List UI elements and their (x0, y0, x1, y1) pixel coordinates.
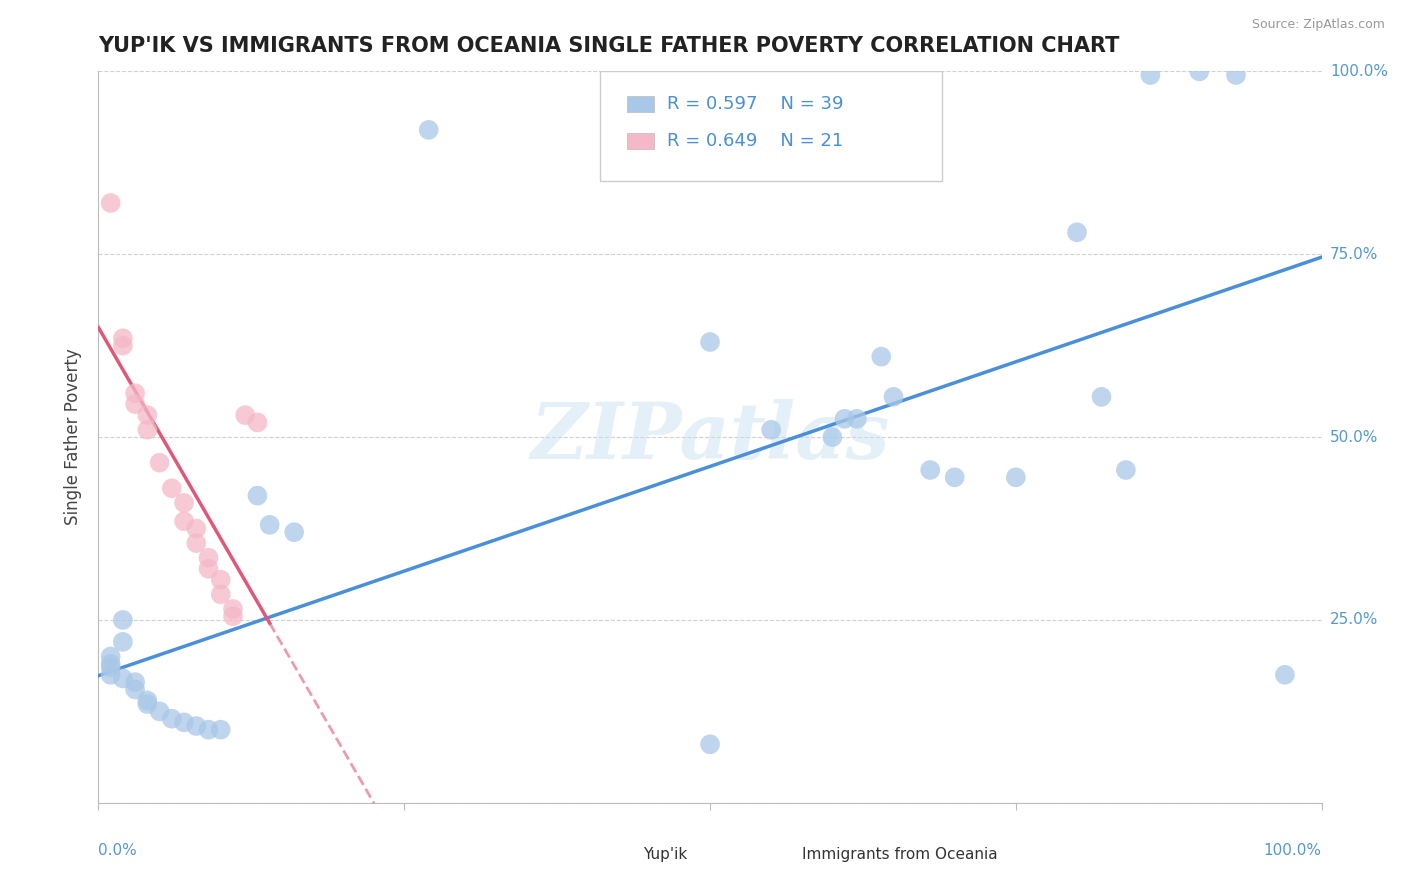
Point (222, 609, 245, 624)
Point (1004, 470, 1026, 484)
Text: Yup'ik: Yup'ik (643, 847, 688, 862)
Point (283, 525, 305, 540)
Point (834, 412, 856, 426)
Point (1274, 667, 1296, 681)
FancyBboxPatch shape (627, 96, 654, 112)
FancyBboxPatch shape (600, 71, 942, 181)
Point (160, 712, 183, 726)
Point (111, 613, 134, 627)
Point (246, 416, 269, 430)
Text: 50.0%: 50.0% (1330, 430, 1378, 444)
Point (943, 470, 966, 484)
Point (197, 723, 219, 737)
Point (111, 338, 134, 352)
Point (761, 423, 783, 437)
Text: Immigrants from Oceania: Immigrants from Oceania (801, 847, 997, 862)
Point (821, 430, 844, 444)
Point (209, 723, 232, 737)
Point (1066, 225, 1088, 239)
Point (209, 573, 232, 587)
Point (246, 489, 269, 503)
Point (111, 635, 134, 649)
FancyBboxPatch shape (627, 133, 654, 149)
Point (100, 649, 122, 664)
Text: 25.0%: 25.0% (1330, 613, 1378, 627)
Text: 0.0%: 0.0% (98, 843, 138, 858)
Point (111, 672, 134, 686)
Point (699, 737, 721, 751)
Text: 75.0%: 75.0% (1330, 247, 1378, 261)
Point (136, 408, 159, 422)
Point (845, 412, 868, 426)
Point (136, 697, 159, 711)
Point (883, 390, 905, 404)
Point (186, 521, 208, 535)
Point (699, 334, 721, 349)
Point (1115, 463, 1137, 477)
Point (160, 481, 183, 495)
Point (173, 715, 195, 730)
Text: 100.0%: 100.0% (1330, 64, 1388, 78)
Point (186, 536, 208, 550)
Point (149, 456, 172, 470)
Point (197, 550, 219, 565)
Text: YUP'IK VS IMMIGRANTS FROM OCEANIA SINGLE FATHER POVERTY CORRELATION CHART: YUP'IK VS IMMIGRANTS FROM OCEANIA SINGLE… (98, 36, 1119, 55)
Point (149, 705, 172, 719)
Text: R = 0.649    N = 21: R = 0.649 N = 21 (668, 132, 844, 150)
Point (186, 719, 208, 733)
Point (1139, 68, 1161, 82)
Text: 100.0%: 100.0% (1264, 843, 1322, 858)
Text: Source: ZipAtlas.com: Source: ZipAtlas.com (1251, 18, 1385, 31)
Point (124, 386, 146, 401)
Point (870, 350, 893, 364)
Point (100, 657, 122, 671)
Point (100, 660, 122, 674)
Point (197, 562, 219, 576)
FancyBboxPatch shape (772, 847, 793, 861)
Text: ZIPatlas: ZIPatlas (530, 399, 890, 475)
Point (111, 331, 134, 345)
Point (222, 602, 245, 616)
Point (124, 397, 146, 411)
Point (173, 514, 195, 528)
Point (100, 667, 122, 681)
Text: R = 0.597    N = 39: R = 0.597 N = 39 (668, 95, 844, 113)
FancyBboxPatch shape (612, 847, 634, 861)
Point (124, 682, 146, 697)
Point (124, 675, 146, 690)
Point (418, 123, 440, 137)
Y-axis label: Single Father Poverty: Single Father Poverty (65, 349, 83, 525)
Point (259, 517, 281, 532)
Point (136, 693, 159, 707)
Point (1188, 64, 1211, 78)
Point (136, 423, 159, 437)
Point (100, 196, 122, 211)
Point (920, 463, 942, 477)
Point (233, 408, 256, 422)
Point (209, 587, 232, 601)
Point (1090, 390, 1112, 404)
Point (1225, 68, 1247, 82)
Point (173, 496, 195, 510)
